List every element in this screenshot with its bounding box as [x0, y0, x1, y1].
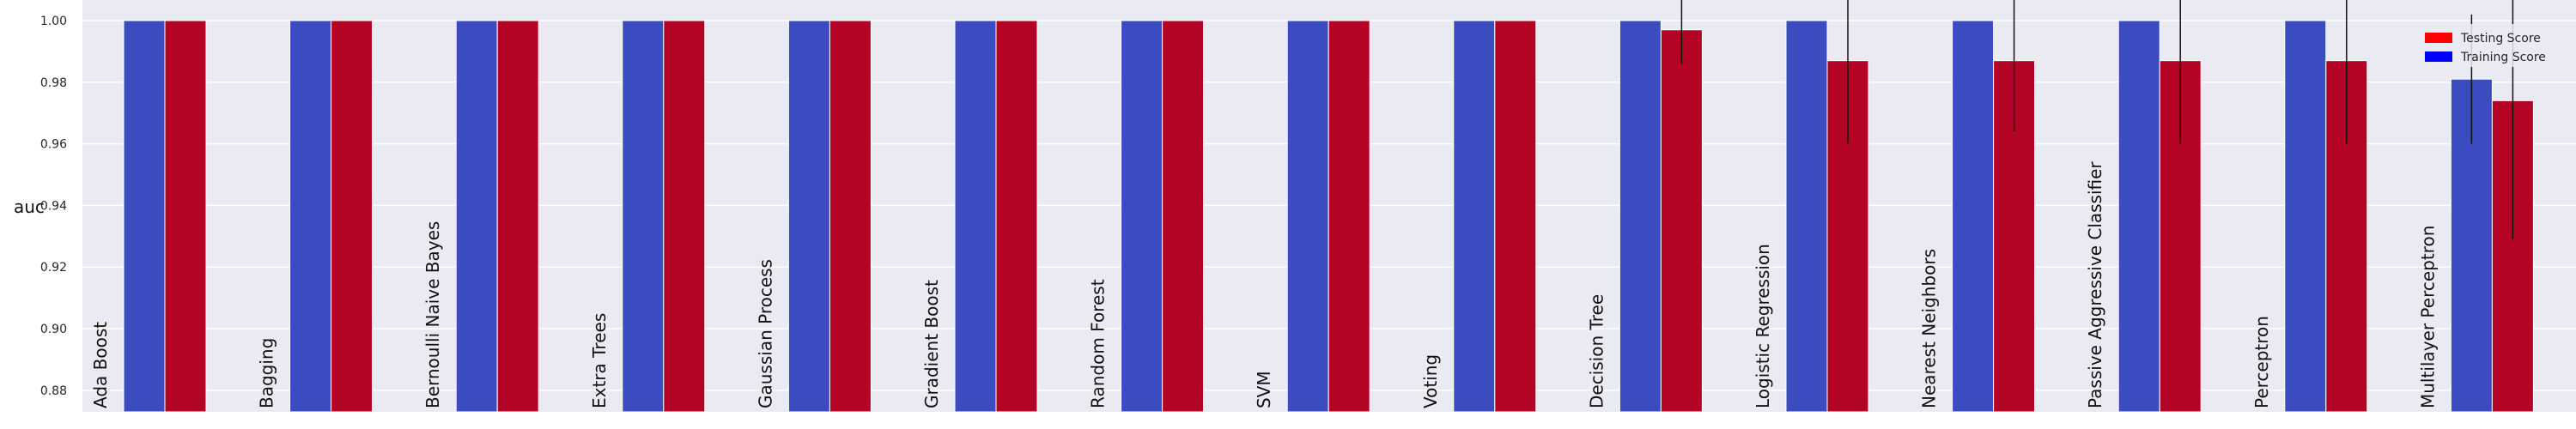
- bar-testing: [331, 20, 374, 413]
- legend-label: Training Score: [2460, 51, 2546, 64]
- bar-testing: [1494, 20, 1537, 413]
- y-axis-label: auc: [14, 196, 45, 217]
- y-axis-ticks: 0.88 0.90 0.92 0.94 0.96 0.98 1.00: [40, 15, 67, 398]
- category-label: Voting: [1420, 354, 1441, 408]
- bar-testing: [663, 20, 706, 413]
- category-label: Multilayer Perceptron: [2417, 226, 2438, 408]
- y-tick-label: 0.98: [40, 76, 67, 90]
- bar-training: [1453, 20, 1496, 413]
- category-label: Passive Aggressive Classifier: [2085, 161, 2105, 408]
- bar-testing: [995, 20, 1038, 413]
- bar-testing: [1660, 29, 1703, 413]
- category-label: Bernoulli Naive Bayes: [422, 221, 443, 408]
- category-label: SVM: [1254, 371, 1274, 408]
- category-label: Perceptron: [2251, 316, 2272, 408]
- legend-label: Testing Score: [2460, 32, 2541, 45]
- y-tick-label: 0.88: [40, 384, 67, 398]
- category-label: Gaussian Process: [755, 259, 775, 408]
- category-label: Nearest Neighbors: [1919, 249, 1940, 408]
- legend: Testing Score Training Score: [2413, 24, 2569, 67]
- bar-training: [787, 20, 830, 413]
- legend-swatch: [2425, 51, 2452, 62]
- bar-training: [1785, 20, 1828, 413]
- category-label: Gradient Boost: [921, 280, 942, 408]
- bar-testing: [496, 20, 539, 413]
- y-tick-label: 0.94: [40, 199, 67, 213]
- bar-training: [622, 20, 665, 413]
- bar-testing: [1162, 20, 1205, 413]
- bar-training: [954, 20, 997, 413]
- bar-series: [123, 20, 2534, 413]
- legend-swatch: [2425, 33, 2452, 43]
- y-tick-label: 0.92: [40, 261, 67, 275]
- bar-training: [289, 20, 332, 413]
- bar-training: [2117, 20, 2160, 413]
- category-label: Extra Trees: [589, 313, 610, 408]
- bar-testing: [2325, 60, 2368, 413]
- category-label: Ada Boost: [90, 322, 111, 408]
- bar-training: [1121, 20, 1163, 413]
- bar-training: [123, 20, 166, 413]
- category-label: Bagging: [257, 338, 277, 408]
- category-labels: Ada Boost Bagging Bernoulli Naive Bayes Ext…: [90, 161, 2438, 408]
- category-label: Logistic Regression: [1753, 244, 1773, 408]
- y-tick-label: 0.90: [40, 323, 67, 336]
- category-label: Decision Tree: [1586, 294, 1607, 408]
- bar-testing: [829, 20, 872, 413]
- bar-training: [1619, 20, 1662, 413]
- bar-testing: [164, 20, 207, 413]
- bar-training: [455, 20, 498, 413]
- y-tick-label: 0.96: [40, 138, 67, 152]
- bar-training: [1286, 20, 1329, 413]
- bar-testing: [1327, 20, 1370, 413]
- bar-training: [1952, 20, 1995, 413]
- y-tick-label: 1.00: [40, 15, 67, 28]
- bar-training: [2284, 20, 2327, 413]
- category-label: Random Forest: [1088, 279, 1109, 408]
